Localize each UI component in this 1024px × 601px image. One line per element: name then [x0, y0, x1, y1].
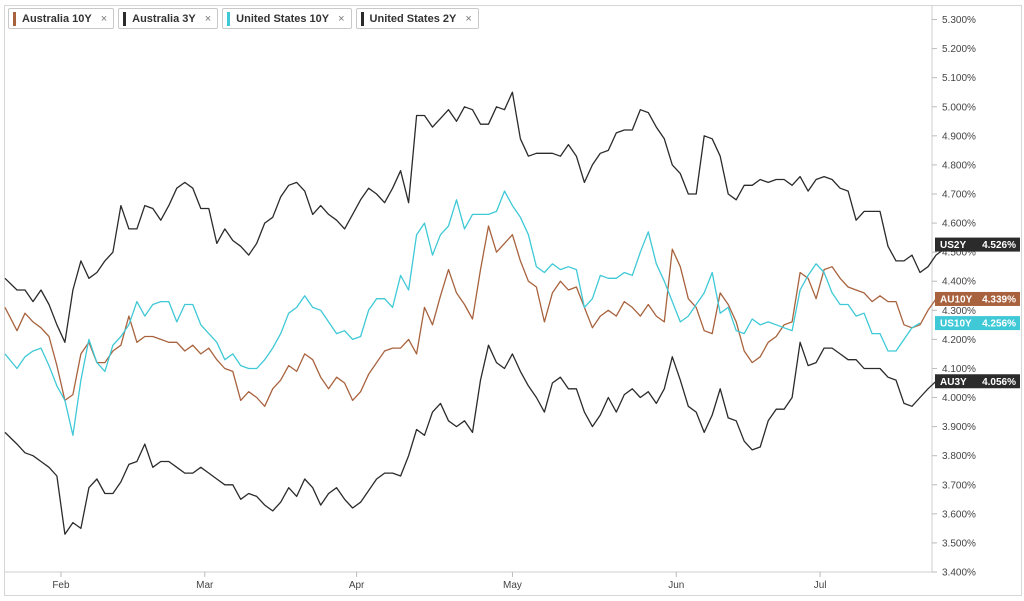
series-line-united-states-10y[interactable] [4, 190, 921, 436]
chart-frame [4, 5, 1022, 596]
close-icon[interactable]: × [338, 12, 345, 25]
legend-label-australia-10y: Australia 10Y [22, 12, 92, 25]
legend-item-australia-10y[interactable]: Australia 10Y × [8, 8, 115, 29]
badge-background [935, 374, 1020, 389]
close-icon[interactable]: × [465, 12, 472, 25]
y-tick-label: 3.800% [942, 451, 976, 462]
y-tick-label: 3.600% [942, 509, 976, 520]
series-line-australia-3y[interactable] [4, 341, 937, 535]
badge-value: 4.256% [982, 319, 1016, 330]
series-last-value-badges: US2Y 4.526% AU10Y 4.339% US10Y 4.256% AU3Y 4.05… [935, 237, 1020, 389]
y-tick-label: 3.700% [942, 480, 976, 491]
y-tick-label: 5.200% [942, 44, 976, 55]
y-tick-label: 3.400% [942, 568, 976, 579]
close-icon[interactable]: × [100, 12, 108, 25]
x-tick-label: Jun [668, 580, 684, 591]
chart-axes: 3.400% 3.500% 3.600% 3.700% 3.800% 3.900% 4.00… [5, 5, 976, 591]
y-tick-label: 4.600% [942, 219, 976, 230]
x-tick-label: Mar [196, 580, 214, 591]
y-tick-label: 4.100% [942, 364, 976, 375]
x-tick-label: Jul [814, 580, 827, 591]
badge-value: 4.526% [982, 240, 1016, 251]
last-value-badge-australia-3y: AU3Y 4.056% [935, 374, 1020, 389]
badge-symbol: US2Y [940, 240, 966, 251]
badge-background [935, 291, 1020, 306]
badge-background [935, 316, 1020, 331]
x-tick-label: Apr [349, 580, 365, 591]
y-tick-label: 5.100% [942, 73, 976, 84]
badge-value: 4.056% [982, 377, 1016, 388]
series-line-united-states-2y[interactable] [4, 91, 953, 343]
last-value-badge-australia-10y: AU10Y 4.339% [935, 291, 1020, 306]
y-tick-label: 4.700% [942, 190, 976, 201]
y-tick-label: 4.500% [942, 248, 976, 259]
chart-series [4, 91, 953, 535]
legend-label-united-states-10y: United States 10Y [236, 12, 330, 25]
last-value-badge-united-states-2y: US2Y 4.526% [935, 237, 1020, 252]
y-tick-label: 3.500% [942, 538, 976, 549]
legend-label-united-states-2y: United States 2Y [369, 12, 457, 25]
x-tick-label: Feb [52, 580, 70, 591]
y-tick-label: 4.000% [942, 393, 976, 404]
y-tick-label: 4.400% [942, 277, 976, 288]
badge-symbol: AU10Y [940, 294, 973, 305]
badge-symbol: AU3Y [940, 377, 967, 388]
y-tick-label: 4.900% [942, 131, 976, 142]
legend-swatch-australia-10y [13, 11, 16, 26]
legend-swatch-australia-3y [123, 11, 127, 26]
y-tick-label: 4.800% [942, 160, 976, 171]
legend-swatch-united-states-2y [360, 11, 364, 26]
y-tick-label: 4.300% [942, 306, 976, 317]
y-tick-label: 5.000% [942, 102, 976, 113]
y-tick-label: 5.300% [942, 15, 976, 26]
x-tick-label: May [503, 580, 522, 591]
badge-background [935, 237, 1020, 252]
legend-item-united-states-2y[interactable]: United States 2Y × [355, 8, 479, 29]
legend-swatch-united-states-10y [227, 11, 231, 26]
y-tick-label: 3.900% [942, 422, 976, 433]
legend-item-australia-3y[interactable]: Australia 3Y × [118, 8, 219, 29]
close-icon[interactable]: × [204, 12, 212, 25]
chart-legend: Australia 10Y × Australia 3Y × United St… [8, 8, 479, 29]
badge-value: 4.339% [982, 294, 1016, 305]
legend-item-united-states-10y[interactable]: United States 10Y × [222, 8, 352, 29]
badge-symbol: US10Y [940, 319, 972, 330]
series-line-australia-10y[interactable] [4, 225, 937, 407]
last-value-badge-united-states-10y: US10Y 4.256% [935, 316, 1020, 331]
y-tick-label: 4.200% [942, 335, 976, 346]
legend-label-australia-3y: Australia 3Y [132, 12, 196, 25]
